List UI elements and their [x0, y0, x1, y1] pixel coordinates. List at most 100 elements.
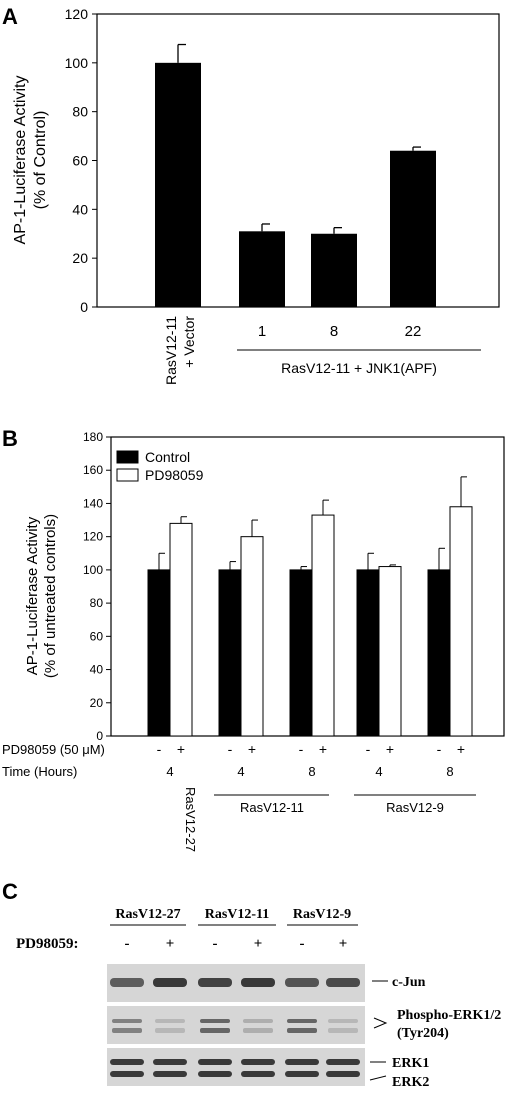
- blot-strips: [107, 964, 365, 1086]
- y-tick-label: 40: [90, 663, 104, 677]
- x-label: 8: [330, 323, 338, 340]
- treatment-sign: -: [366, 741, 371, 757]
- western-blot: RasV12-27 RasV12-11 RasV12-9 PD98059: - + - +…: [16, 907, 501, 1090]
- bar: [378, 566, 402, 737]
- blot-band-phospho-erk2: [243, 1028, 273, 1033]
- bar: [390, 150, 436, 307]
- blot-label-erk1: ERK1: [392, 1056, 429, 1071]
- y-tick-label: 20: [90, 696, 104, 710]
- blot-sign: -: [300, 936, 305, 952]
- chart-a-ylabel-unit: (% of Control): [32, 111, 49, 210]
- blot-band-erk1: [241, 1059, 275, 1065]
- treatment-sign: +: [319, 741, 327, 757]
- y-tick-label: 120: [65, 6, 89, 22]
- bar: [218, 569, 242, 737]
- chart-b-y-axis: 0 20 40 60 80 100 120 140 160 180: [83, 430, 111, 743]
- blot-label-erk2: ERK2: [392, 1075, 429, 1090]
- y-tick-label: 40: [72, 201, 88, 217]
- chart-a-x-labels: RasV12-11 + Vector 1 8 22: [163, 316, 421, 385]
- y-tick-label: 100: [65, 55, 89, 71]
- y-tick-label: 60: [90, 629, 104, 643]
- treatment-sign: +: [177, 741, 185, 757]
- blot-sign: -: [213, 936, 218, 952]
- chart-a-group-label: RasV12-11 + JNK1(APF): [281, 360, 437, 376]
- chart-b: 0 20 40 60 80 100 120 140 160 180 AP-1-Luciferase…: [2, 430, 505, 852]
- blot-band-erk2: [241, 1071, 275, 1077]
- bar: [169, 522, 193, 737]
- row-label-time: Time (Hours): [2, 764, 77, 779]
- chart-a-y-axis: 0 20 40 60 80 100 120: [65, 6, 97, 315]
- x-label: 1: [258, 323, 266, 340]
- treatment-sign: +: [248, 741, 256, 757]
- chart-a: 0 20 40 60 80 100 120 AP-1-Luciferase Activity…: [12, 6, 500, 385]
- x-label-vector-line1: RasV12-11: [163, 316, 179, 385]
- blot-band-c-jun: [285, 978, 319, 987]
- row-label-treatment: PD98059 (50 μM): [2, 742, 105, 757]
- cell-line-rasv12-27: RasV12-27: [183, 787, 198, 852]
- blot-label-bracket: [373, 1017, 388, 1029]
- blot-band-phospho-erk1: [328, 1019, 358, 1023]
- y-tick-label: 160: [83, 463, 103, 477]
- time-value: 4: [166, 764, 173, 779]
- cell-line-rasv12-9: RasV12-9: [386, 800, 444, 815]
- chart-b-bars: [147, 476, 473, 737]
- y-tick-label: 20: [72, 250, 88, 266]
- blot-group-headers: RasV12-27 RasV12-11 RasV12-9: [110, 907, 358, 926]
- blot-band-erk1: [326, 1059, 360, 1065]
- time-value: 8: [446, 764, 453, 779]
- bar: [147, 569, 171, 737]
- blot-band-erk2: [198, 1071, 232, 1077]
- blot-band-phospho-erk1: [155, 1019, 185, 1023]
- y-tick-label: 100: [83, 563, 103, 577]
- chart-b-ylabel-unit: (% of untreated controls): [42, 514, 59, 678]
- time-value: 4: [375, 764, 382, 779]
- y-tick-label: 80: [72, 104, 88, 120]
- blot-group-header: RasV12-27: [115, 907, 180, 922]
- chart-b-legend: Control PD98059: [116, 449, 204, 483]
- chart-b-ylabel: AP-1-Luciferase Activity: [24, 516, 41, 675]
- blot-band-phospho-erk2: [287, 1028, 317, 1033]
- blot-band-erk1: [153, 1059, 187, 1065]
- panel-c-letter: C: [2, 879, 18, 904]
- bar: [427, 569, 451, 737]
- x-label: 22: [405, 323, 422, 340]
- blot-treatment-label: PD98059:: [16, 936, 79, 952]
- blot-label-phospho-erk: Phospho-ERK1/2: [397, 1008, 501, 1023]
- treatment-sign: +: [457, 741, 465, 757]
- blot-band-phospho-erk1: [200, 1019, 230, 1023]
- y-tick-label: 180: [83, 430, 103, 444]
- panel-b-letter: B: [2, 426, 18, 451]
- blot-band-c-jun: [198, 978, 232, 987]
- y-tick-label: 60: [72, 153, 88, 169]
- legend-swatch-pd98059: [116, 468, 139, 482]
- chart-a-ylabel: AP-1-Luciferase Activity: [12, 76, 29, 245]
- treatment-sign: -: [228, 741, 233, 757]
- bar: [239, 231, 285, 307]
- treatment-sign: +: [386, 741, 394, 757]
- legend-label-control: Control: [145, 449, 190, 465]
- y-tick-label: 0: [80, 299, 88, 315]
- blot-band-c-jun: [241, 978, 275, 987]
- blot-band-phospho-erk2: [155, 1028, 185, 1033]
- blot-group-header: RasV12-11: [205, 907, 270, 922]
- blot-sign: +: [339, 936, 348, 952]
- panel-a-letter: A: [2, 4, 18, 29]
- time-value: 4: [237, 764, 244, 779]
- bar: [289, 569, 313, 737]
- bar: [311, 233, 357, 307]
- treatment-sign: -: [437, 741, 442, 757]
- blot-signs: - + - + - +: [125, 936, 348, 952]
- blot-sign: -: [125, 936, 130, 952]
- time-value: 8: [308, 764, 315, 779]
- blot-label-c-jun: c-Jun: [392, 975, 426, 990]
- blot-band-phospho-erk1: [287, 1019, 317, 1023]
- y-tick-label: 140: [83, 496, 103, 510]
- blot-band-erk2: [326, 1071, 360, 1077]
- blot-band-phospho-erk2: [200, 1028, 230, 1033]
- treatment-sign: -: [157, 741, 162, 757]
- blot-band-c-jun: [153, 978, 187, 987]
- blot-group-header: RasV12-9: [293, 907, 351, 922]
- blot-band-phospho-erk1: [243, 1019, 273, 1023]
- bar: [356, 569, 380, 737]
- blot-sign: +: [254, 936, 263, 952]
